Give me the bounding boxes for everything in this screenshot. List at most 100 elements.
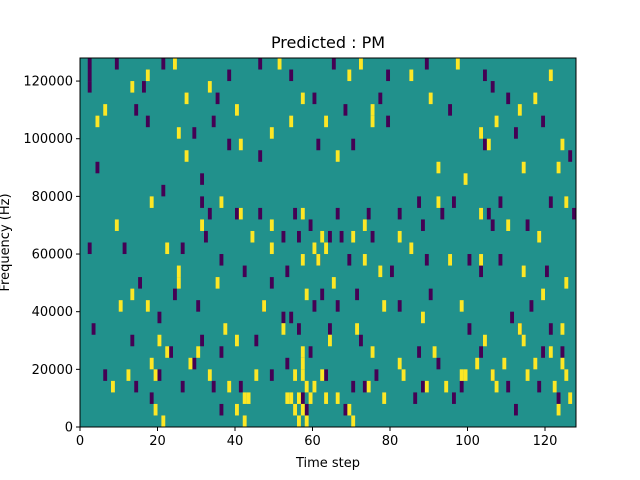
heatmap-cell-low [157, 311, 162, 324]
heatmap-cell-high [269, 219, 274, 231]
heatmap-cell-high [421, 311, 425, 324]
heatmap-cell-high [347, 69, 352, 82]
heatmap-cell-low [343, 403, 348, 416]
heatmap-cell-low [215, 92, 220, 105]
heatmap-cell-low [362, 380, 367, 393]
heatmap-cell-high [173, 58, 177, 70]
heatmap-cell-high [300, 357, 305, 370]
plot-area [79, 57, 577, 428]
heatmap-cell-low [227, 138, 232, 151]
heatmap-cell-low [355, 288, 360, 301]
heatmap-cell-low [421, 380, 425, 393]
heatmap-cell-low [448, 104, 453, 116]
heatmap-cell-high [304, 380, 309, 393]
heatmap-cell-low [506, 380, 511, 393]
y-tick-label: 20000 [32, 363, 73, 378]
heatmap-cell-low [424, 254, 429, 266]
heatmap-cell-high [382, 392, 387, 404]
heatmap-cell-low [572, 207, 577, 220]
heatmap-cell-high [362, 254, 367, 266]
heatmap-cell-high [351, 230, 356, 243]
heatmap-cell-low [436, 357, 441, 370]
heatmap-cell-low [204, 230, 208, 243]
heatmap-cell-high [250, 230, 255, 243]
heatmap-cell-low [479, 346, 484, 358]
heatmap-cell-high [103, 104, 108, 116]
heatmap-cell-high [548, 69, 553, 82]
heatmap-cell-high [370, 346, 375, 358]
heatmap-cell-low [548, 323, 553, 335]
x-tick-label: 60 [304, 434, 321, 449]
heatmap-cell-low [421, 219, 425, 231]
heatmap-cell-high [459, 300, 464, 312]
heatmap-cell-low [130, 334, 135, 347]
heatmap-cell-high [378, 265, 383, 278]
heatmap-cell-low [211, 380, 216, 393]
heatmap-cell-high [300, 403, 305, 416]
heatmap-cell-high [328, 334, 332, 347]
heatmap-cell-high [316, 254, 321, 266]
heatmap-cell-low [161, 58, 166, 70]
heatmap-cells [87, 58, 577, 427]
heatmap-cell-low [138, 277, 143, 289]
x-axis-title: Time step [295, 456, 360, 471]
heatmap-cell-high [347, 403, 352, 416]
heatmap-cell-high [517, 104, 522, 116]
heatmap-cell-low [537, 380, 542, 393]
heatmap-cell-high [556, 161, 561, 174]
heatmap-cell-low [417, 346, 422, 358]
heatmap-cell-low [467, 323, 472, 335]
heatmap-cell-high [149, 357, 154, 370]
heatmap-cell-high [130, 288, 135, 301]
heatmap-cell-high [560, 357, 565, 370]
heatmap-cell-high [320, 230, 325, 243]
heatmap-cell-low [335, 300, 340, 312]
heatmap-cell-low [308, 219, 313, 231]
heatmap-cell-high [370, 115, 375, 128]
heatmap-cell-high [200, 219, 205, 231]
heatmap-cell-high [455, 58, 460, 70]
heatmap-cell-low [285, 357, 290, 370]
heatmap-cell-high [223, 323, 228, 335]
heatmap-cell-high [444, 380, 449, 393]
y-tick-label: 40000 [32, 305, 73, 320]
heatmap-cell-low [548, 196, 553, 208]
x-tick-label: 0 [76, 434, 84, 449]
heatmap-cell-low [103, 369, 108, 381]
heatmap-cell-low [196, 300, 201, 312]
heatmap-cell-low [192, 357, 197, 370]
heatmap-cell-low [145, 115, 150, 128]
heatmap-cell-high [564, 369, 569, 381]
heatmap-cell-high [308, 392, 313, 404]
heatmap-cell-high [568, 392, 573, 404]
heatmap-cell-low [514, 127, 518, 139]
heatmap-cell-low [386, 69, 391, 82]
heatmap-cell-low [440, 207, 445, 220]
heatmap-cell-low [161, 184, 166, 197]
heatmap-cell-high [320, 369, 325, 381]
heatmap-cell-high [463, 173, 468, 185]
x-tick-label: 120 [533, 434, 558, 449]
heatmap-cell-low [490, 81, 495, 93]
heatmap-cell-high [235, 403, 239, 416]
heatmap-cell-high [432, 346, 437, 358]
heatmap-cell-high [556, 403, 561, 416]
heatmap-cell-high [397, 357, 402, 370]
heatmap-cell-high [300, 254, 305, 266]
heatmap-cell-high [130, 81, 135, 93]
heatmap-cell-high [479, 254, 484, 266]
heatmap-cell-high [207, 369, 212, 381]
heatmap-cell-high [165, 346, 170, 358]
heatmap-cell-low [479, 265, 484, 278]
heatmap-cell-low [498, 254, 503, 266]
heatmap-cell-high [304, 415, 309, 427]
heatmap-cell-high [370, 104, 375, 116]
heatmap-cell-low [483, 138, 487, 151]
heatmap-cell-low [281, 230, 286, 243]
heatmap-cell-high [479, 207, 484, 220]
heatmap-cell-low [269, 277, 274, 289]
heatmap-cell-low [180, 380, 185, 393]
heatmap-cell-high [324, 115, 329, 128]
heatmap-cell-high [293, 369, 298, 381]
heatmap-cell-low [87, 81, 92, 93]
